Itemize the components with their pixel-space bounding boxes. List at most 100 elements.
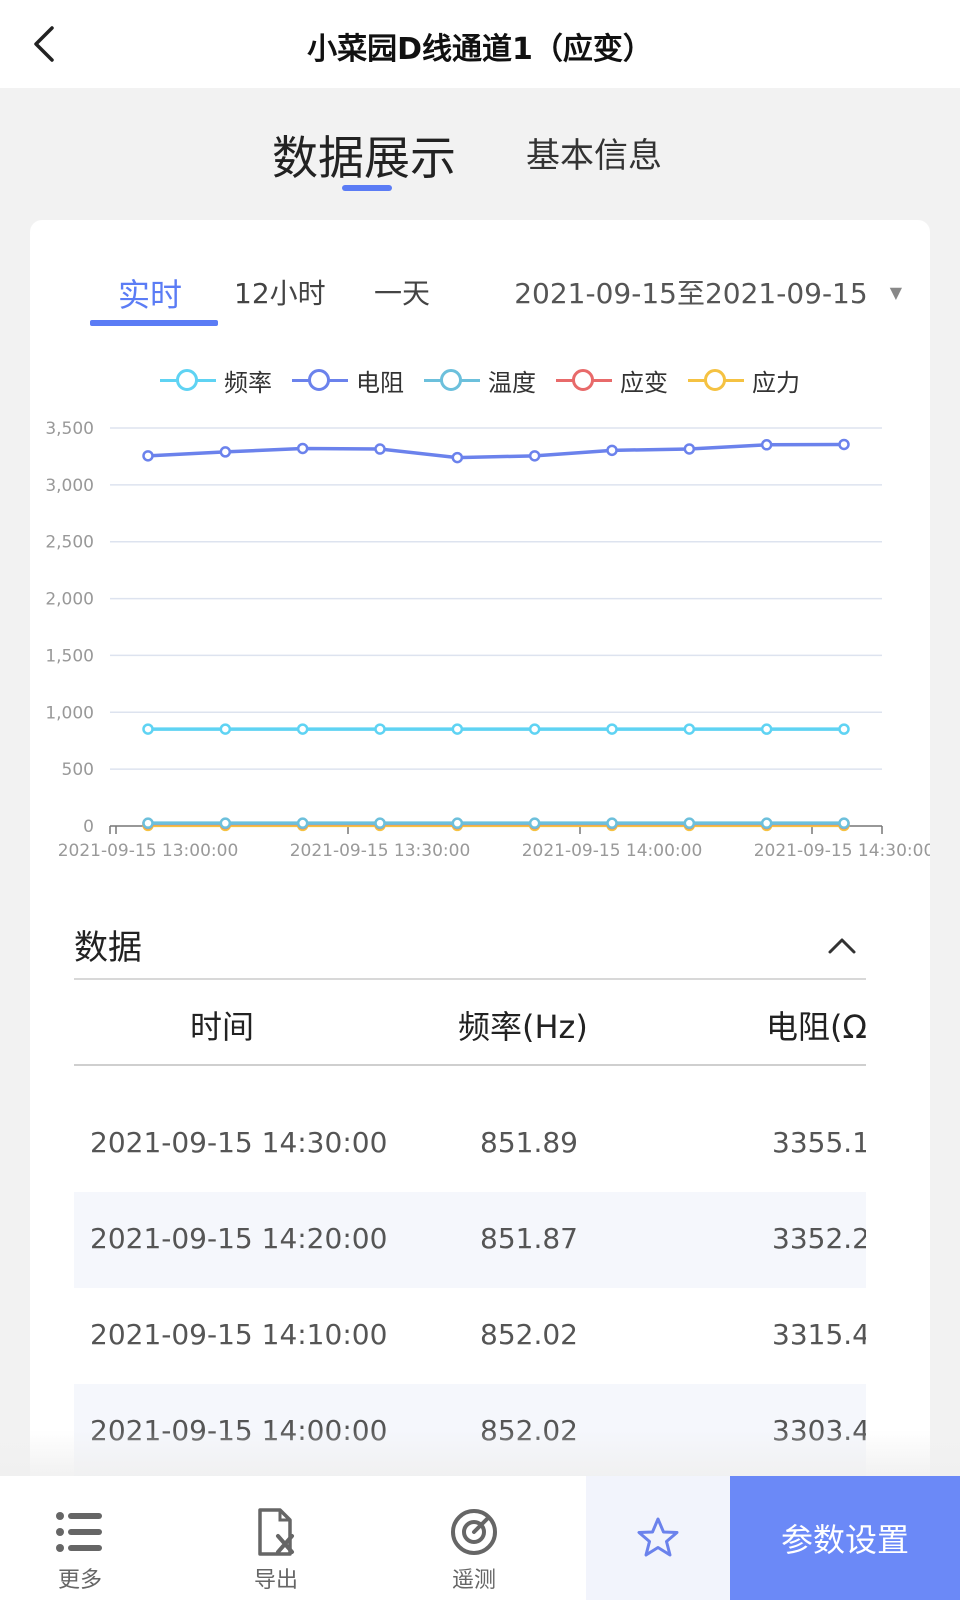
data-point: [683, 443, 696, 455]
tab-basic-info[interactable]: 基本信息: [526, 136, 662, 176]
y-tick-label: 2,500: [45, 533, 94, 553]
data-point: [374, 443, 386, 455]
legend-item-stress[interactable]: 应力: [688, 360, 800, 400]
export-file-icon: [258, 1508, 294, 1556]
data-point: [606, 723, 618, 735]
date-range-text: 2021-09-15至2021-09-15: [514, 277, 868, 310]
range-tab-realtime[interactable]: 实时: [118, 276, 183, 314]
table-row: 2021-09-15 14:10:00 852.02 3315.48: [74, 1288, 866, 1384]
data-point: [451, 817, 464, 829]
legend-swatch: [292, 367, 348, 393]
content-card: 实时 12小时 一天 2021-09-15至2021-09-15 ▼ 频率 电阻: [30, 220, 930, 1600]
y-tick-label: 500: [62, 760, 94, 780]
telemetry-button[interactable]: 遥测: [394, 1476, 554, 1600]
data-point: [296, 723, 309, 735]
table-header: 时间 频率(Hz) 电阻(Ω: [74, 982, 866, 1066]
main-tabs: 数据展示 基本信息: [0, 88, 960, 218]
legend-swatch: [688, 367, 744, 393]
favorite-button[interactable]: [586, 1476, 730, 1600]
cell-resistance: 3352.23: [772, 1222, 866, 1255]
chevron-left-icon: [34, 26, 54, 62]
data-point: [142, 817, 154, 829]
data-point: [760, 817, 773, 829]
data-point: [528, 817, 541, 829]
data-point: [374, 723, 386, 735]
parameter-settings-button[interactable]: 参数设置: [730, 1476, 960, 1600]
legend-label: 电阻: [356, 368, 404, 397]
legend-label: 应力: [752, 368, 800, 397]
data-point: [296, 442, 309, 455]
range-tab-indicator: [90, 320, 218, 326]
nav-label: 更多: [57, 1568, 102, 1593]
cell-time: 2021-09-15 14:20:00: [90, 1222, 388, 1255]
legend-swatch: [424, 367, 480, 393]
legend-item-temperature[interactable]: 温度: [424, 360, 536, 400]
export-button[interactable]: 导出: [196, 1476, 356, 1600]
line-chart: 频率 电阻 温度 应变: [30, 340, 930, 880]
legend-label: 温度: [488, 368, 536, 397]
column-header-frequency: 频率(Hz): [458, 1008, 588, 1046]
data-point: [606, 817, 618, 829]
scroll-fade: [0, 1430, 960, 1476]
data-point: [760, 439, 773, 451]
y-tick-label: 1,000: [45, 703, 94, 723]
legend-label: 频率: [224, 368, 272, 397]
x-tick-label: 2021-09-15 13:30:00: [290, 841, 471, 861]
x-tick-label: 2021-09-15 14:30:00: [754, 841, 930, 861]
more-button[interactable]: 更多: [0, 1476, 160, 1600]
data-point: [838, 817, 850, 829]
range-tab-12h[interactable]: 12小时: [234, 277, 326, 310]
active-tab-indicator: [342, 185, 392, 191]
data-point: [219, 446, 232, 458]
data-point: [683, 723, 696, 735]
column-header-time: 时间: [190, 1008, 255, 1046]
cell-time: 2021-09-15 14:10:00: [90, 1318, 388, 1351]
nav-label: 导出: [253, 1568, 298, 1593]
legend-swatch: [556, 367, 612, 393]
y-tick-label: 3,500: [45, 419, 94, 439]
back-button[interactable]: [24, 22, 64, 66]
top-bar: 小菜园D线通道1（应变）: [0, 0, 960, 88]
page-title: 小菜园D线通道1（应变）: [307, 32, 653, 67]
data-point: [451, 451, 464, 464]
caret-down-icon: ▼: [889, 282, 902, 302]
column-header-resistance: 电阻(Ω: [766, 1008, 866, 1046]
section-title: 数据: [74, 928, 142, 968]
cell-resistance: 3315.48: [772, 1318, 866, 1351]
x-tick-label: 2021-09-15 13:00:00: [58, 841, 239, 861]
data-point: [760, 723, 773, 735]
gauge-icon: [451, 1509, 497, 1555]
star-icon: [637, 1517, 679, 1557]
chart-plot: 0 500 1,000 1,500 2,000 2,500 3,000 3,500 2021-0…: [45, 419, 930, 861]
y-tick-label: 3,000: [45, 476, 94, 496]
data-point: [528, 450, 541, 462]
y-tick-label: 0: [83, 817, 94, 837]
chart-legend: 频率 电阻 温度 应变: [30, 360, 930, 400]
table-row: 2021-09-15 14:30:00 851.89 3355.13: [74, 1096, 866, 1192]
cell-frequency: 852.02: [480, 1318, 578, 1351]
x-tick-label: 2021-09-15 14:00:00: [522, 841, 703, 861]
list-icon: [56, 1512, 102, 1552]
range-tab-day[interactable]: 一天: [374, 277, 431, 310]
table-row: 2021-09-15 14:20:00 851.87 3352.23: [74, 1192, 866, 1288]
chevron-up-icon[interactable]: [822, 926, 862, 966]
data-point: [142, 723, 154, 735]
data-point: [528, 723, 541, 735]
legend-label: 应变: [620, 368, 668, 397]
data-section-header: 数据: [74, 920, 866, 980]
nav-label: 遥测: [451, 1568, 496, 1593]
tab-data-display[interactable]: 数据展示: [272, 131, 456, 185]
cell-time: 2021-09-15 14:30:00: [90, 1126, 388, 1159]
data-point: [142, 450, 154, 462]
cell-resistance: 3355.13: [772, 1126, 866, 1159]
data-point: [451, 723, 464, 735]
data-point: [606, 444, 618, 457]
date-range-picker[interactable]: 2021-09-15至2021-09-15 ▼: [514, 272, 902, 312]
legend-item-resistance[interactable]: 电阻: [292, 360, 404, 400]
data-point: [219, 817, 232, 829]
data-point: [296, 817, 309, 829]
legend-item-frequency[interactable]: 频率: [160, 360, 272, 400]
legend-item-strain[interactable]: 应变: [556, 360, 668, 400]
bottom-toolbar: 更多 导出 遥测 参数设置: [0, 1476, 960, 1600]
data-point: [838, 438, 850, 451]
